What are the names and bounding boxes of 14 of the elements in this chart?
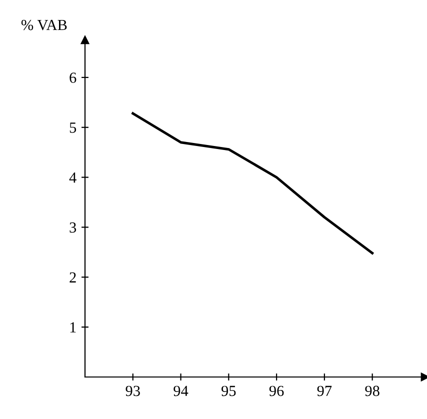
line-series [132,112,374,254]
y-tick-label: 5 [70,122,76,133]
y-tick-label: 2 [70,272,76,282]
y-tick-label: 1 [70,322,76,332]
y-tick-label: 3 [70,222,76,233]
x-tick-label: 97 [317,386,332,396]
y-axis-title: % VAB [21,20,67,30]
y-tick-label: 6 [70,72,76,83]
x-tick-label: 93 [126,386,140,396]
x-tick-label: 96 [269,386,284,396]
x-tick-label: 95 [222,386,236,396]
x-tick-label: 98 [365,386,380,396]
y-tick-label: 4 [69,172,76,183]
x-tick-label: 94 [174,386,188,396]
